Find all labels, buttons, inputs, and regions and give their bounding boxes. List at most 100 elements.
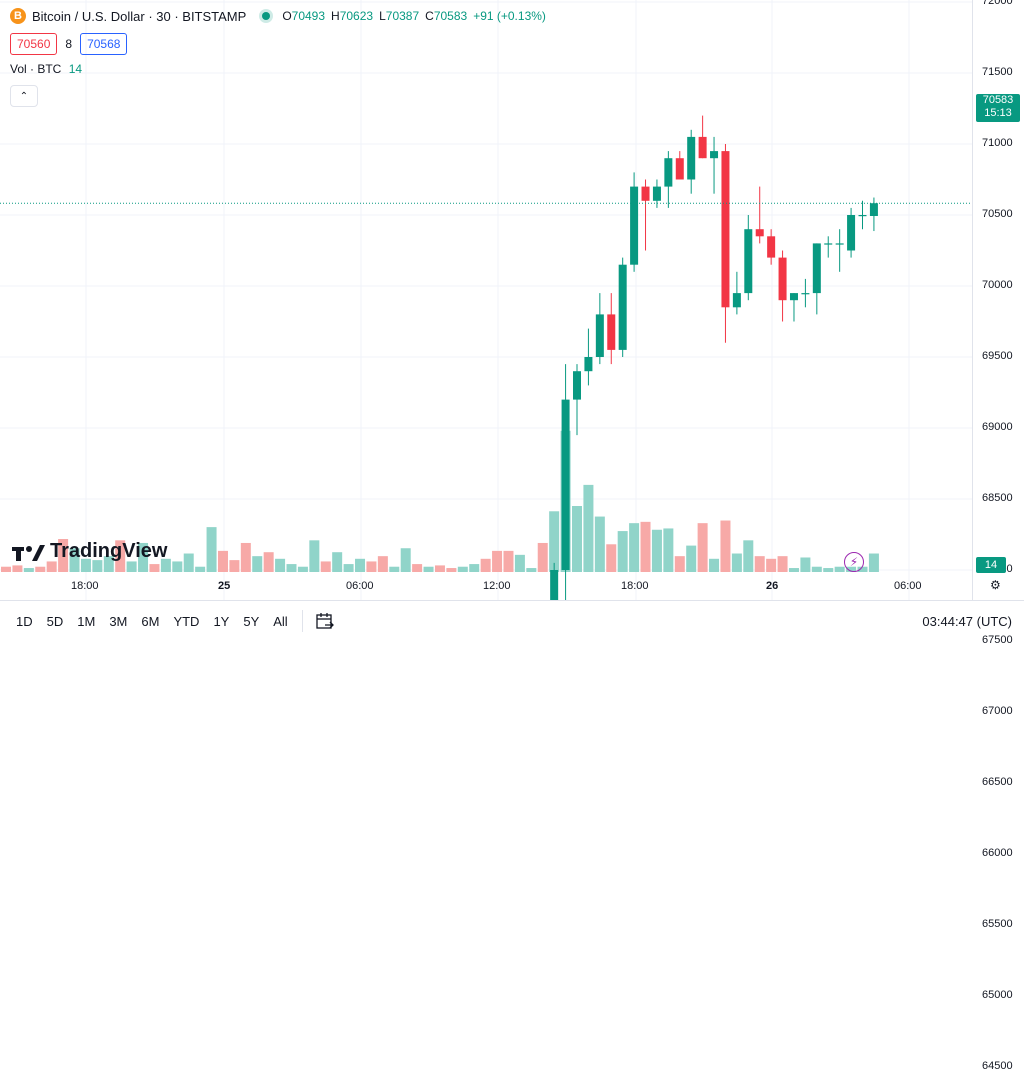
volume-bar — [457, 566, 468, 572]
volume-bar — [526, 568, 537, 572]
bar-countdown: 15:13 — [984, 107, 1012, 119]
candlesticks — [550, 115, 878, 600]
volume-bar — [754, 556, 765, 572]
volume-bar — [58, 539, 69, 572]
range-1y[interactable]: 1Y — [213, 613, 230, 629]
range-1d[interactable]: 1D — [16, 613, 33, 629]
volume-bar — [606, 544, 617, 572]
time-tick-label: 06:00 — [894, 580, 922, 592]
chevron-up-icon: ⌃ — [19, 90, 29, 102]
range-5d[interactable]: 5D — [46, 613, 64, 629]
volume-bar — [651, 529, 662, 572]
price-tick-label: 71500 — [982, 66, 1013, 78]
range-all[interactable]: All — [273, 613, 288, 629]
time-tick-label: 18:00 — [71, 580, 99, 592]
price-tick-label: 69500 — [982, 350, 1013, 362]
bottom-toolbar: 1D 5D 1M 3M 6M YTD 1Y 5Y All 03:44:47 (U… — [0, 600, 1024, 641]
candle-body — [801, 293, 810, 295]
range-1m[interactable]: 1M — [77, 613, 96, 629]
candle-body — [630, 186, 639, 265]
volume-bar — [35, 566, 46, 572]
volume-bar — [217, 550, 228, 572]
candle-body — [584, 357, 593, 372]
volume-bar — [12, 565, 23, 572]
volume-bar — [343, 564, 354, 572]
volume-bar — [686, 545, 697, 572]
candle-body — [824, 243, 833, 245]
lightning-icon[interactable]: ⚡ — [844, 552, 864, 572]
range-5y[interactable]: 5Y — [243, 613, 260, 629]
collapse-legend-button[interactable]: ⌃ — [10, 85, 38, 107]
candle-body — [812, 243, 821, 294]
volume-bar — [834, 566, 845, 572]
candle-body — [767, 236, 776, 258]
candle-body — [869, 203, 878, 216]
time-tick-label: 06:00 — [346, 580, 374, 592]
volume-bar — [766, 558, 777, 572]
volume-bar — [46, 561, 57, 572]
utc-clock[interactable]: 03:44:47 (UTC) — [922, 613, 1012, 629]
volume-bar — [823, 568, 834, 572]
candle-body — [664, 158, 673, 187]
sell-price[interactable]: 70560 — [10, 33, 58, 55]
calendar-range-icon[interactable] — [315, 612, 335, 630]
volume-bar — [674, 556, 685, 572]
volume-bar — [594, 516, 605, 572]
tradingview-logo[interactable]: TradingView — [12, 540, 167, 563]
price-tick-label: 65500 — [982, 918, 1013, 930]
candle-body — [561, 399, 570, 570]
volume-bar — [423, 566, 434, 572]
logo-text: TradingView — [50, 540, 168, 562]
range-ytd[interactable]: YTD — [173, 613, 200, 629]
price-chart[interactable] — [0, 0, 972, 600]
volume-bar — [549, 511, 560, 572]
symbol-title[interactable]: Bitcoin / U.S. Dollar · 30 · BITSTAMP — [32, 8, 247, 24]
time-tick-label: 26 — [766, 580, 779, 592]
volume-bar — [297, 566, 308, 572]
volume-label[interactable]: Vol · BTC — [10, 62, 62, 76]
volume-bar — [389, 566, 400, 572]
volume-bar — [731, 553, 742, 572]
volume-bar — [640, 521, 651, 572]
candle-body — [607, 314, 616, 350]
candle-body — [732, 293, 741, 308]
volume-bar — [195, 566, 206, 572]
volume-value: 14 — [68, 62, 83, 76]
low-value: 70387 — [385, 9, 420, 23]
price-tick-label: 69000 — [982, 421, 1013, 433]
candle-body — [847, 215, 856, 251]
volume-bar — [446, 568, 457, 572]
volume-bar — [23, 568, 34, 572]
bitcoin-icon: B — [10, 8, 26, 24]
volume-bar — [80, 558, 91, 572]
volume-bar — [92, 560, 103, 572]
volume-bar — [743, 540, 754, 572]
volume-bar — [720, 520, 731, 572]
candle-body — [618, 264, 627, 350]
range-3m[interactable]: 3M — [109, 613, 128, 629]
time-tick-label: 12:00 — [483, 580, 511, 592]
candle-body — [652, 186, 661, 201]
price-tick-label: 64500 — [982, 1060, 1013, 1072]
volume-bar — [629, 523, 640, 572]
price-tick-label: 66500 — [982, 776, 1013, 788]
volume-bar — [777, 556, 788, 572]
range-6m[interactable]: 6M — [141, 613, 160, 629]
last-price-value: 70583 — [982, 94, 1014, 106]
toolbar-divider — [301, 610, 303, 632]
candle-body — [744, 229, 753, 294]
gear-icon[interactable]: ⚙ — [990, 578, 1001, 592]
volume-bar — [811, 566, 822, 572]
price-tick-label: 65000 — [982, 989, 1013, 1001]
buy-price[interactable]: 70568 — [80, 33, 128, 55]
chart-grid — [0, 0, 972, 600]
candle-body — [698, 136, 707, 159]
volume-bar — [126, 561, 137, 572]
volume-bar — [617, 531, 628, 572]
price-axis[interactable] — [972, 0, 1024, 600]
last-price-tag: 70583 15:13 — [976, 94, 1020, 122]
volume-bar — [252, 556, 263, 572]
volume-legend: Vol · BTC 14 — [10, 62, 82, 76]
volume-tag: 14 — [976, 557, 1006, 573]
volume-bar — [788, 568, 799, 572]
